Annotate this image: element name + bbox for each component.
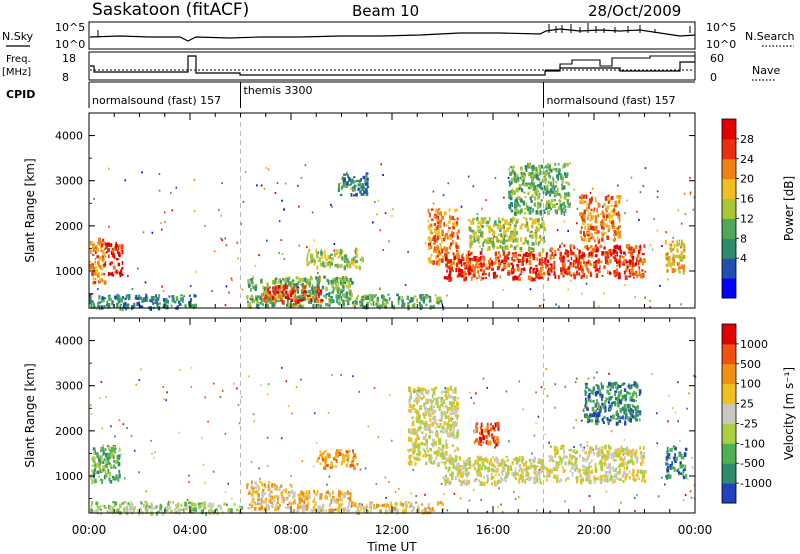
nsky-tick-top: 10^5 [55, 21, 85, 34]
velocity-echo-region [407, 385, 460, 467]
velocity-colorbar-label: Velocity [m s⁻¹] [782, 367, 796, 460]
date-title: 28/Oct/2009 [588, 2, 681, 20]
time-tick-label: 04:00 [173, 523, 208, 537]
nave-step-trace [545, 55, 695, 71]
power-echo-region [508, 162, 571, 216]
power-echo-region [260, 284, 324, 305]
power-colorbar-tick: 28 [740, 133, 754, 146]
power-echo-region [337, 172, 370, 197]
velocity-ytick-label: 3000 [55, 380, 83, 393]
power-frame [88, 112, 696, 309]
power-echo-region [245, 275, 354, 309]
velocity-colorbar-tick: -25 [740, 417, 758, 430]
power-colorbar-tick: 24 [740, 153, 754, 166]
cpid-segment-label: themis 3300 [244, 84, 313, 97]
velocity-colorbar-tick: -500 [740, 457, 765, 470]
time-tick-label: 08:00 [274, 523, 309, 537]
nave-label: Nave [752, 64, 780, 77]
power-colorbar-tick: 20 [740, 173, 754, 186]
power-echo-region [306, 248, 364, 271]
freq-label-2: [MHz] [2, 67, 31, 78]
time-tick-label: 12:00 [375, 523, 410, 537]
power-ytick-label: 2000 [55, 220, 83, 233]
beam-title: Beam 10 [352, 2, 419, 20]
power-echo-region [664, 239, 686, 275]
power-colorbar-tick: 16 [740, 193, 754, 206]
power-noise [91, 162, 696, 310]
time-tick-label: 00:00 [678, 523, 713, 537]
velocity-colorbar-tick: -1000 [740, 477, 772, 490]
time-tick-label: 16:00 [476, 523, 511, 537]
velocity-echo-region [472, 421, 500, 447]
velocity-colorbar: 1000 500 100 25 -25 -100 -500 -1000 Velocity [m … [721, 323, 796, 504]
power-echo-region [578, 194, 622, 244]
power-ytick-label: 1000 [55, 265, 83, 278]
nsearch-label: N.Search [745, 30, 795, 43]
velocity-echo-region [352, 501, 445, 516]
velocity-echo-region [89, 500, 244, 516]
velocity-noise [90, 366, 697, 515]
velocity-ylabel: Slant Range [km] [23, 363, 37, 467]
velocity-colorbar-tick: 100 [740, 378, 761, 391]
cpid-segment-label: normalsound (fast) 157 [547, 94, 676, 107]
power-colorbar-tick: 4 [740, 252, 747, 265]
velocity-echo-region [548, 444, 648, 485]
velocity-frame [88, 317, 696, 514]
power-ytick-label: 4000 [55, 130, 83, 143]
velocity-echo-region [316, 449, 359, 471]
power-echo-region [104, 241, 124, 278]
station-title: Saskatoon (fitACF) [92, 0, 249, 20]
freq-label-1: Freq. [6, 54, 31, 65]
power-colorbar: 28 24 20 16 12 8 4 Power [dB] [721, 118, 796, 299]
nsky-tick-bottom: 10^0 [55, 38, 85, 51]
time-axis: 00:00 04:00 08:00 12:00 16:00 20:00 00:00 [72, 523, 713, 537]
freq-tick-bottom: 8 [62, 71, 69, 84]
nsearch-tick-top: 10^5 [706, 21, 736, 34]
time-axis-label: Time UT [366, 540, 417, 554]
power-ytick-label: 3000 [55, 175, 83, 188]
power-ylabel: Slant Range [km] [23, 158, 37, 262]
power-echo-region [443, 250, 551, 283]
velocity-echo-region [292, 489, 354, 514]
freq-tick-top: 18 [62, 52, 76, 65]
velocity-ytick-label: 4000 [55, 335, 83, 348]
nsearch-tick-bottom: 10^0 [706, 38, 736, 51]
time-tick-label: 00:00 [72, 523, 107, 537]
nsearch-spikes [97, 23, 691, 37]
cpid-segment-label: normalsound (fast) 157 [92, 94, 221, 107]
nave-tick-bottom: 0 [710, 71, 717, 84]
velocity-colorbar-tick: 25 [740, 398, 754, 411]
cpid-segments: normalsound (fast) 157 themis 3300 normals… [88, 82, 676, 108]
power-colorbar-tick: 12 [740, 212, 754, 225]
velocity-echo-region [583, 381, 642, 426]
velocity-echo-region [90, 444, 121, 484]
velocity-echo-region [246, 480, 294, 512]
nave-tick-top: 60 [710, 52, 724, 65]
cpid-label: CPID [6, 88, 35, 101]
time-tick-label: 20:00 [577, 523, 612, 537]
nsky-label: N.Sky [2, 30, 34, 43]
power-echo-region [351, 293, 445, 311]
power-echo-region [89, 237, 107, 285]
power-echo-region [89, 293, 198, 312]
power-colorbar-tick: 8 [740, 232, 747, 245]
velocity-echo-region [665, 445, 688, 480]
velocity-ytick-label: 1000 [55, 470, 83, 483]
velocity-colorbar-tick: 500 [740, 358, 761, 371]
power-panel: 4000 3000 2000 1000 Slant Range [km] 28 24 20 16… [23, 112, 796, 312]
power-echo-region [467, 216, 547, 254]
velocity-ytick-label: 2000 [55, 425, 83, 438]
nsky-trace [89, 28, 696, 42]
freq-panel [88, 51, 696, 81]
power-echo-region [549, 244, 646, 280]
velocity-colorbar-tick: -100 [740, 437, 765, 450]
power-colorbar-label: Power [dB] [782, 176, 796, 241]
freq-trace [90, 55, 695, 76]
velocity-colorbar-tick: 1000 [740, 338, 768, 351]
velocity-echo-region [442, 455, 551, 487]
